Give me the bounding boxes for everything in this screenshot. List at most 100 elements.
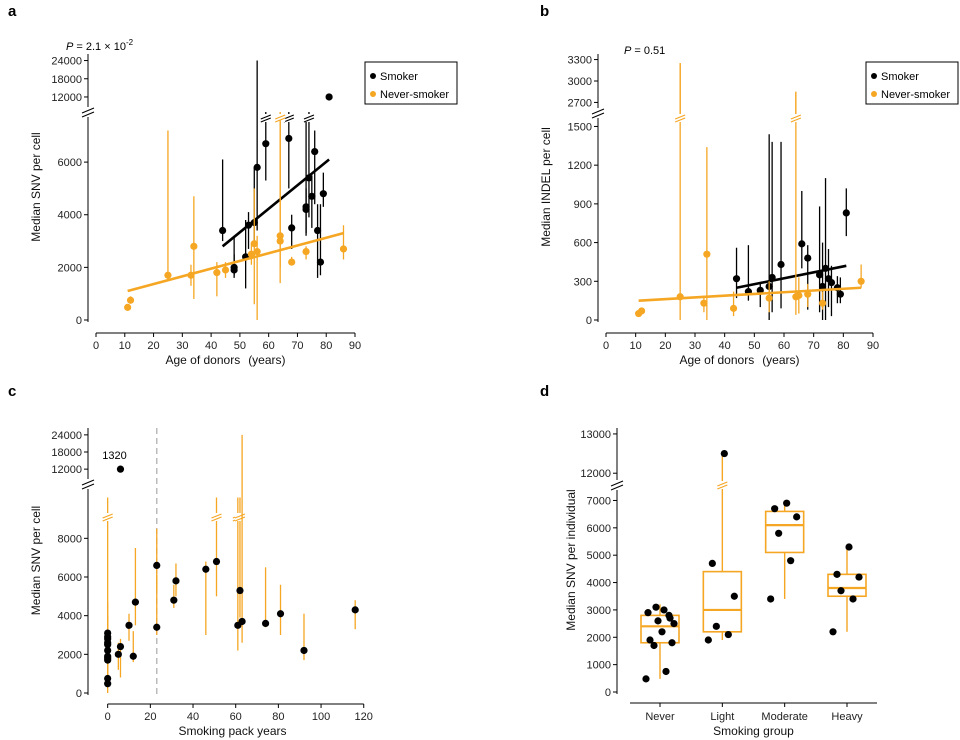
data-point xyxy=(658,628,666,636)
x-tick-label: 70 xyxy=(291,340,303,352)
data-point xyxy=(302,205,310,214)
data-point xyxy=(172,577,180,585)
data-point xyxy=(804,290,812,298)
data-point xyxy=(313,226,322,235)
p-value-text: = 0.51 xyxy=(631,45,665,57)
x-tick-label: 90 xyxy=(349,340,361,352)
errorbar-break-mark xyxy=(283,114,295,120)
x-tick-label: 0 xyxy=(603,340,609,352)
y-tick-label: 600 xyxy=(574,238,592,250)
y-tick-label: 4000 xyxy=(587,578,611,590)
series-never-smoker xyxy=(635,63,865,320)
x-tick-label: 20 xyxy=(147,340,159,352)
axis-break-mark xyxy=(81,111,95,118)
legend: Smoker Never-smoker xyxy=(364,61,458,105)
errorbar-break-mask xyxy=(211,513,222,521)
data-point xyxy=(700,299,708,307)
x-tick-label: Moderate xyxy=(761,711,807,723)
box-iqr xyxy=(827,573,867,598)
legend-smoker: Smoker xyxy=(380,71,418,83)
errorbar-break xyxy=(102,513,113,522)
x-tick-label: 10 xyxy=(119,340,131,352)
data-point xyxy=(668,639,676,647)
errorbar-break-mark xyxy=(274,114,286,120)
y-tick-label: 2000 xyxy=(58,649,82,661)
panel-b: b 0 300 600 900 1200 1500 2700 3000 3300 0 10 20 30 40… xyxy=(539,3,959,367)
data-point xyxy=(247,250,255,258)
y-tick-label: 6000 xyxy=(58,157,82,169)
legend-box xyxy=(865,61,959,105)
data-point xyxy=(768,273,776,282)
data-point xyxy=(729,304,738,312)
errorbar-break-mark xyxy=(303,114,315,120)
y-tick-label: 900 xyxy=(574,199,592,211)
errorbar-break-mark xyxy=(674,114,686,120)
axis-break-mark xyxy=(81,479,95,486)
y-tick-label: 6000 xyxy=(58,572,82,584)
y-tick-label: 0 xyxy=(605,687,611,699)
y-tick-label: 4000 xyxy=(58,611,82,623)
x-axis-unit: (years) xyxy=(248,353,285,367)
x-axis-d: Never Light Moderate Heavy xyxy=(630,702,877,723)
y-tick-label: 18000 xyxy=(51,447,82,459)
y-tick-label: 2700 xyxy=(568,97,592,109)
data-point xyxy=(670,619,678,628)
data-point xyxy=(821,264,830,272)
y-tick-label: 1200 xyxy=(568,160,592,172)
data-point xyxy=(756,286,764,294)
errorbar-break-mark xyxy=(211,516,222,522)
y-tick-label: 1500 xyxy=(568,121,592,133)
p-value: P = 0.51 xyxy=(624,45,665,57)
errorbar-break-mask xyxy=(234,513,245,521)
data-point xyxy=(666,614,674,622)
legend-never-smoker: Never-smoker xyxy=(380,89,449,101)
errorbar-break-mask xyxy=(790,114,801,122)
data-point xyxy=(213,269,221,277)
data-point xyxy=(857,277,865,285)
data-point xyxy=(795,291,803,300)
errorbar-break-mask xyxy=(275,114,286,122)
x-tick-label: 30 xyxy=(689,340,701,352)
x-tick-label: 10 xyxy=(630,340,642,352)
x-axis-c: 0 20 40 60 80 100 120 xyxy=(105,703,373,723)
axis-break-mark xyxy=(81,483,95,490)
x-tick-label: Light xyxy=(710,711,734,723)
y-axis-d: 0 1000 2000 3000 4000 5000 6000 7000 12000 13000 xyxy=(580,428,624,699)
p-value-text: = 2.1 × 10 xyxy=(73,41,126,53)
data-point xyxy=(244,221,253,229)
y-tick-label: 18000 xyxy=(51,74,82,86)
y-tick-label: 24000 xyxy=(51,430,82,442)
errorbar-break-mark xyxy=(234,516,246,522)
series-smoker xyxy=(732,134,850,320)
data-point xyxy=(644,609,652,617)
data-point xyxy=(276,237,284,245)
x-tick-label: 70 xyxy=(808,340,820,352)
errorbar-break-mark xyxy=(790,117,802,123)
data-point xyxy=(704,636,712,644)
box-iqr xyxy=(640,614,680,644)
data-point xyxy=(816,271,824,279)
regression-line xyxy=(638,286,862,302)
data-point xyxy=(316,258,325,266)
data-point xyxy=(652,603,660,611)
x-tick-label: 90 xyxy=(867,340,879,352)
x-tick-label: 80 xyxy=(272,711,284,723)
errorbar-break-mark xyxy=(102,513,113,519)
data-point xyxy=(855,573,863,581)
regression-line xyxy=(221,158,330,248)
y-tick-label: 3000 xyxy=(587,605,611,617)
series-pack-years xyxy=(102,434,359,693)
data-point xyxy=(190,242,198,250)
axis-break-mask xyxy=(82,479,94,489)
data-point xyxy=(311,147,319,156)
x-tick-label: 60 xyxy=(230,711,242,723)
data-point xyxy=(221,266,230,274)
y-axis-c: 0 2000 4000 6000 8000 12000 18000 24000 xyxy=(51,428,95,700)
errorbar-break-mask xyxy=(303,114,314,122)
data-point xyxy=(836,290,844,298)
axis-break-mask xyxy=(611,480,623,490)
data-point xyxy=(104,674,112,683)
data-point xyxy=(767,595,775,603)
legend-smoker: Smoker xyxy=(881,71,919,83)
data-point xyxy=(276,610,285,618)
